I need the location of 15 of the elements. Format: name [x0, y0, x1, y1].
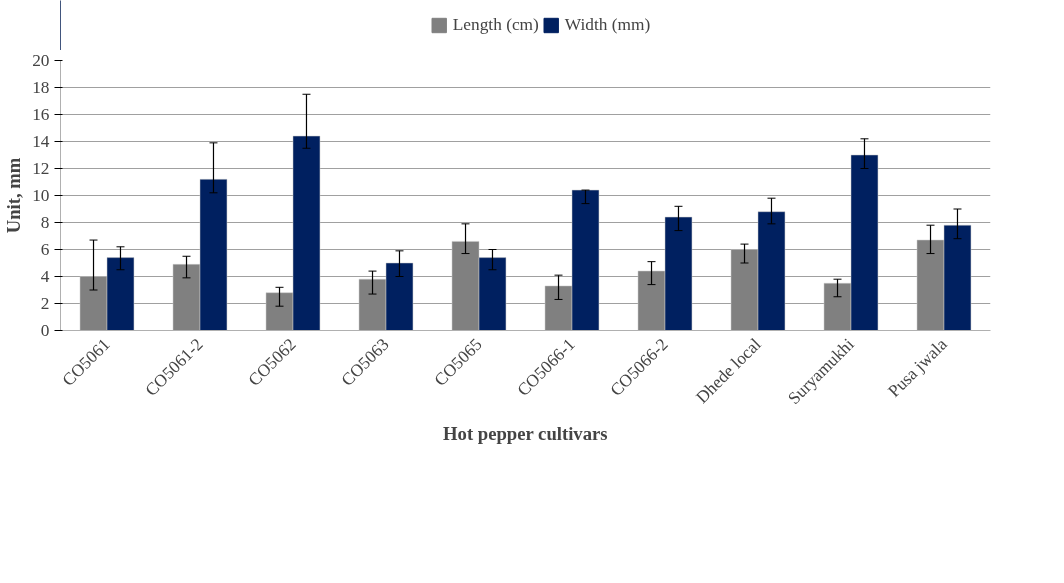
y-tick-label: 2	[40, 294, 50, 313]
y-tick-label: 14	[32, 132, 50, 151]
legend-label: Length (cm)	[452, 15, 539, 35]
x-axis-title: Hot pepper cultivars	[443, 422, 608, 444]
y-tick-label: 20	[32, 51, 50, 70]
y-axis-title: Unit, mm	[3, 157, 25, 234]
y-tick-label: 6	[40, 240, 50, 259]
y-tick-label: 18	[32, 78, 50, 97]
y-tick-label: 0	[40, 321, 50, 340]
y-tick-label: 4	[40, 267, 50, 286]
y-tick-label: 16	[32, 105, 50, 124]
y-tick-label: 12	[32, 159, 50, 178]
legend-label: Width (mm)	[564, 15, 651, 35]
y-tick-label: 10	[32, 186, 50, 205]
y-tick-label: 8	[40, 213, 50, 232]
